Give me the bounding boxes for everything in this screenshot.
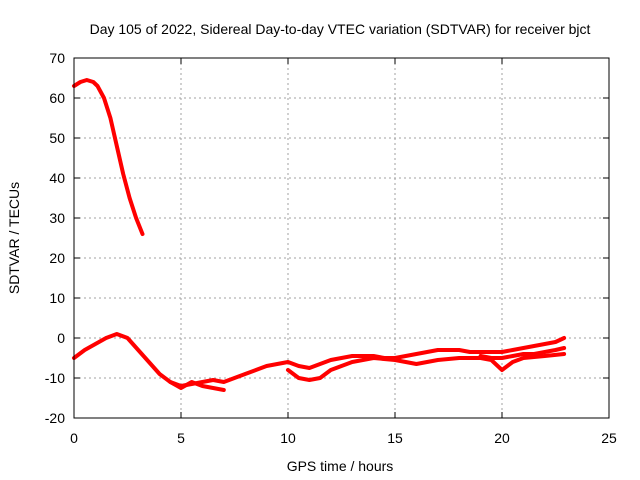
y-tick-label: 30: [49, 210, 65, 226]
plot-border: [73, 57, 610, 419]
y-tick-label: 40: [49, 170, 65, 186]
series-line-segment-2: [72, 332, 567, 388]
series-line-segment-5: [478, 346, 567, 360]
x-tick-label: 5: [177, 430, 185, 446]
series-layer: [72, 78, 567, 392]
y-tick-label: -10: [45, 370, 65, 386]
y-tick-label: 10: [49, 290, 65, 306]
tick-labels: 0 5 10 15 20 25 -20 -10 0 10 20 30 40 50 60 70: [45, 50, 617, 446]
x-tick-label: 0: [70, 430, 78, 446]
y-tick-label: 60: [49, 90, 65, 106]
y-tick-label: 20: [49, 250, 65, 266]
x-tick-label: 20: [494, 430, 510, 446]
x-tick-label: 15: [387, 430, 403, 446]
y-tick-label: 0: [57, 330, 65, 346]
y-tick-label: 50: [49, 130, 65, 146]
ticks: [73, 57, 610, 419]
x-tick-label: 25: [601, 430, 617, 446]
series-line-segment-1: [72, 78, 145, 236]
y-axis-label: SDTVAR / TECUs: [6, 182, 22, 294]
chart-title: Day 105 of 2022, Sidereal Day-to-day VTE…: [90, 21, 591, 37]
series-line-segment-4: [286, 352, 567, 382]
x-tick-label: 10: [280, 430, 296, 446]
x-axis-label: GPS time / hours: [287, 458, 394, 474]
y-tick-label: 70: [49, 50, 65, 66]
series-line-segment-3: [168, 380, 226, 392]
grid: [74, 58, 609, 418]
y-tick-label: -20: [45, 410, 65, 426]
